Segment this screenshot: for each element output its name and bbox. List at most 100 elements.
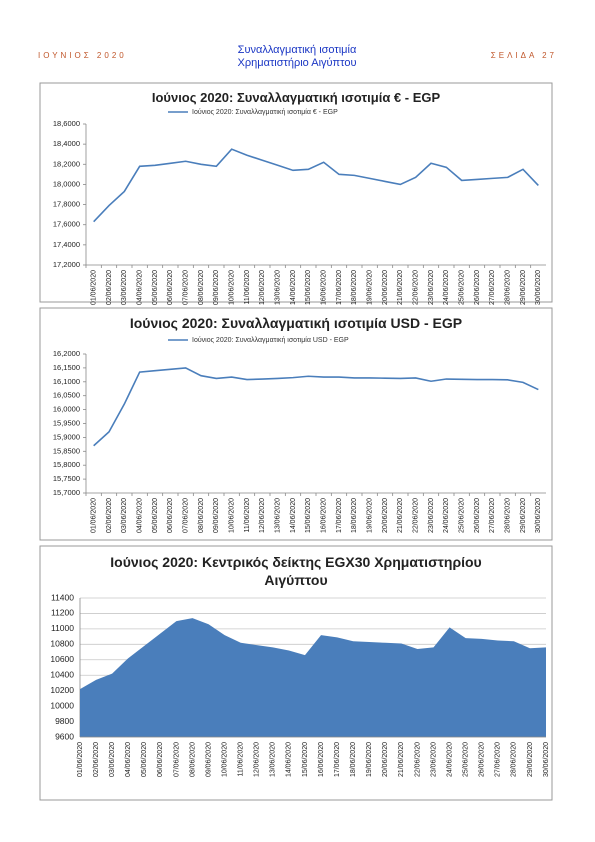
x-tick-label: 25/06/2020 bbox=[462, 742, 469, 777]
chart-frame bbox=[39, 82, 553, 303]
x-tick-label: 30/06/2020 bbox=[535, 270, 542, 305]
x-tick-label: 08/06/2020 bbox=[189, 742, 196, 777]
x-tick-label: 17/06/2020 bbox=[336, 498, 343, 533]
x-tick-label: 16/06/2020 bbox=[318, 742, 325, 777]
x-tick-label: 03/06/2020 bbox=[121, 270, 128, 305]
x-tick-label: 09/06/2020 bbox=[205, 742, 212, 777]
x-tick-label: 27/06/2020 bbox=[495, 742, 502, 777]
x-tick-label: 09/06/2020 bbox=[213, 498, 220, 533]
y-tick-label: 10200 bbox=[50, 685, 74, 695]
x-tick-label: 14/06/2020 bbox=[290, 498, 297, 533]
x-tick-label: 01/06/2020 bbox=[91, 498, 98, 533]
x-tick-label: 10/06/2020 bbox=[229, 498, 236, 533]
y-tick-label: 10600 bbox=[50, 654, 74, 664]
x-tick-label: 06/06/2020 bbox=[167, 270, 174, 305]
x-tick-label: 29/06/2020 bbox=[527, 742, 534, 777]
data-area bbox=[80, 618, 546, 737]
x-tick-label: 14/06/2020 bbox=[286, 742, 293, 777]
x-tick-label: 04/06/2020 bbox=[125, 742, 132, 777]
x-tick-label: 19/06/2020 bbox=[366, 742, 373, 777]
x-tick-label: 02/06/2020 bbox=[106, 498, 113, 533]
header-right: ΣΕΛΙΔΑ 27 bbox=[490, 51, 557, 60]
x-tick-label: 09/06/2020 bbox=[213, 270, 220, 305]
x-tick-label: 22/06/2020 bbox=[414, 742, 421, 777]
x-tick-label: 26/06/2020 bbox=[474, 498, 481, 533]
header-left: ΙΟΥΝΙΟΣ 2020 bbox=[38, 51, 127, 60]
x-tick-label: 15/06/2020 bbox=[302, 742, 309, 777]
chart-title: Ιούνιος 2020: Κεντρικός δείκτης EGX30 Χρ… bbox=[110, 554, 482, 588]
x-tick-label: 28/06/2020 bbox=[511, 742, 518, 777]
y-tick-label: 10800 bbox=[50, 639, 74, 649]
x-tick-label: 24/06/2020 bbox=[443, 498, 450, 533]
chart-title: Ιούνιος 2020: Συναλλαγματική ισοτιμία € … bbox=[151, 90, 441, 105]
y-tick-label: 9800 bbox=[55, 716, 74, 726]
y-tick-label: 16,0500 bbox=[53, 391, 80, 400]
x-tick-label: 18/06/2020 bbox=[351, 498, 358, 533]
x-tick-label: 23/06/2020 bbox=[428, 498, 435, 533]
x-tick-label: 30/06/2020 bbox=[543, 742, 550, 777]
x-tick-label: 18/06/2020 bbox=[350, 742, 357, 777]
x-tick-label: 25/06/2020 bbox=[459, 498, 466, 533]
y-tick-label: 15,7500 bbox=[53, 474, 80, 483]
x-tick-label: 10/06/2020 bbox=[229, 270, 236, 305]
y-tick-label: 9600 bbox=[55, 731, 74, 741]
x-tick-label: 20/06/2020 bbox=[382, 270, 389, 305]
legend-label: Ιούνιος 2020: Συναλλαγματική ισοτιμία € … bbox=[192, 108, 338, 116]
x-tick-label: 25/06/2020 bbox=[459, 270, 466, 305]
x-tick-label: 21/06/2020 bbox=[397, 270, 404, 305]
y-tick-label: 18,2000 bbox=[53, 159, 80, 168]
x-tick-label: 08/06/2020 bbox=[198, 498, 205, 533]
x-tick-label: 05/06/2020 bbox=[141, 742, 148, 777]
x-tick-label: 07/06/2020 bbox=[183, 270, 190, 305]
x-tick-label: 19/06/2020 bbox=[367, 270, 374, 305]
x-tick-label: 16/06/2020 bbox=[321, 498, 328, 533]
x-tick-label: 29/06/2020 bbox=[520, 498, 527, 533]
x-tick-label: 16/06/2020 bbox=[321, 270, 328, 305]
x-tick-label: 12/06/2020 bbox=[254, 742, 261, 777]
x-tick-label: 22/06/2020 bbox=[413, 498, 420, 533]
y-tick-label: 15,7000 bbox=[53, 488, 80, 497]
x-tick-label: 19/06/2020 bbox=[367, 498, 374, 533]
y-tick-label: 18,0000 bbox=[53, 179, 80, 188]
y-tick-label: 18,6000 bbox=[53, 119, 80, 128]
x-tick-label: 07/06/2020 bbox=[173, 742, 180, 777]
x-tick-label: 02/06/2020 bbox=[93, 742, 100, 777]
header-title: Χρηματιστήριο Αιγύπτου bbox=[237, 57, 357, 69]
x-tick-label: 12/06/2020 bbox=[259, 270, 266, 305]
x-tick-label: 13/06/2020 bbox=[275, 270, 282, 305]
y-tick-label: 17,6000 bbox=[53, 220, 80, 229]
data-line bbox=[93, 367, 539, 447]
x-tick-label: 20/06/2020 bbox=[382, 498, 389, 533]
x-tick-label: 10/06/2020 bbox=[221, 742, 228, 777]
x-tick-label: 05/06/2020 bbox=[152, 270, 159, 305]
x-tick-label: 26/06/2020 bbox=[479, 742, 486, 777]
legend-label: Ιούνιος 2020: Συναλλαγματική ισοτιμία US… bbox=[192, 336, 349, 344]
y-tick-label: 16,1500 bbox=[53, 363, 80, 372]
x-tick-label: 22/06/2020 bbox=[413, 270, 420, 305]
x-tick-label: 01/06/2020 bbox=[77, 742, 84, 777]
y-tick-label: 17,2000 bbox=[53, 260, 80, 269]
y-tick-label: 16,0000 bbox=[53, 405, 80, 414]
x-tick-label: 21/06/2020 bbox=[398, 742, 405, 777]
y-tick-label: 10000 bbox=[50, 700, 74, 710]
x-tick-label: 20/06/2020 bbox=[382, 742, 389, 777]
x-tick-label: 06/06/2020 bbox=[157, 742, 164, 777]
y-tick-label: 18,4000 bbox=[53, 139, 80, 148]
y-tick-label: 11000 bbox=[51, 623, 74, 633]
header-title: Συναλλαγματική ισοτιμία bbox=[237, 44, 357, 56]
x-tick-label: 21/06/2020 bbox=[397, 498, 404, 533]
x-tick-label: 29/06/2020 bbox=[520, 270, 527, 305]
x-tick-label: 18/06/2020 bbox=[351, 270, 358, 305]
x-tick-label: 13/06/2020 bbox=[275, 498, 282, 533]
x-tick-label: 03/06/2020 bbox=[109, 742, 116, 777]
x-tick-label: 01/06/2020 bbox=[91, 270, 98, 305]
x-tick-label: 26/06/2020 bbox=[474, 270, 481, 305]
x-tick-label: 07/06/2020 bbox=[183, 498, 190, 533]
x-tick-label: 24/06/2020 bbox=[443, 270, 450, 305]
x-tick-label: 15/06/2020 bbox=[305, 270, 312, 305]
x-tick-label: 11/06/2020 bbox=[244, 498, 251, 533]
x-tick-label: 15/06/2020 bbox=[305, 498, 312, 533]
y-tick-label: 11400 bbox=[51, 592, 74, 602]
